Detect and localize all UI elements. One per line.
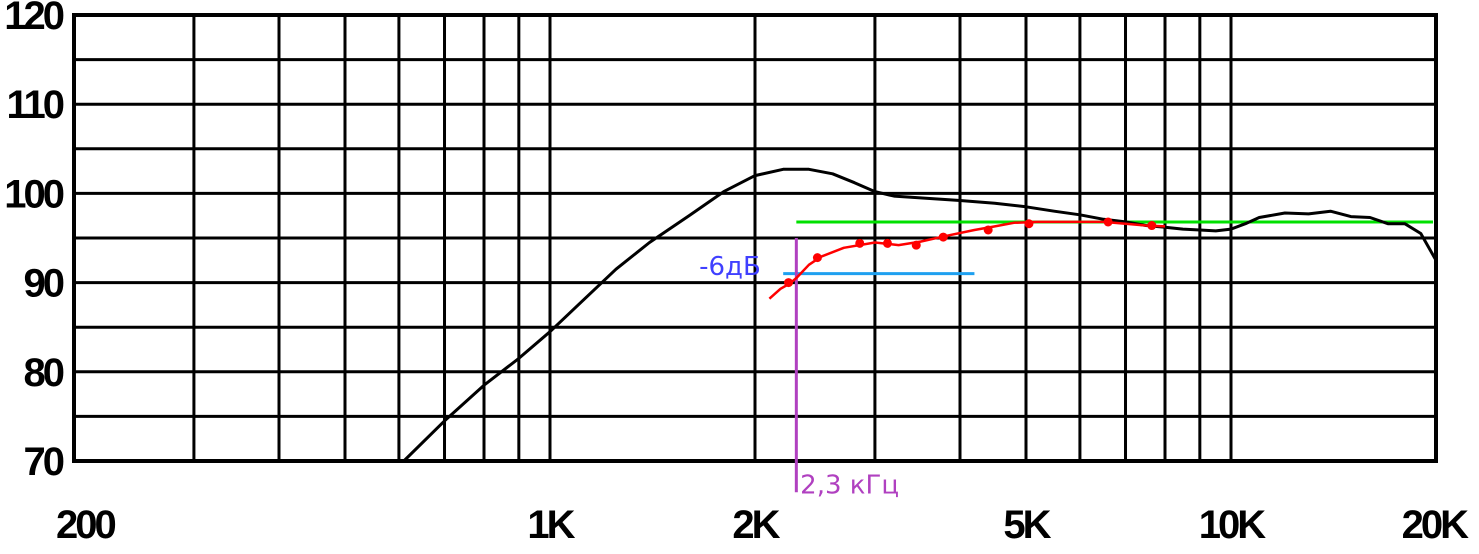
data-point [911, 240, 921, 250]
data-point [855, 238, 865, 248]
y-axis-tick-labels: 70 80 90 100 110 120 [4, 0, 67, 484]
y-tick-label: 80 [24, 351, 64, 395]
data-point [1103, 217, 1113, 227]
data-point [1024, 219, 1034, 229]
x-tick-label: 1K [527, 503, 575, 547]
data-point [938, 232, 948, 242]
x-tick-label: 5K [1003, 503, 1051, 547]
data-point [1147, 221, 1157, 231]
x-axis-tick-labels: 200 1K 2K 5K 10K 20K [56, 503, 1472, 547]
y-tick-label: 100 [4, 172, 63, 216]
grid [72, 13, 1438, 463]
data-point [983, 225, 993, 235]
y-tick-label: 110 [6, 83, 63, 127]
x-tick-label: 10K [1199, 503, 1266, 547]
y-tick-label: 90 [24, 262, 64, 306]
x-tick-label: 200 [56, 503, 115, 547]
annotations: -6дБ 2,3 кГц [699, 252, 899, 501]
data-point [882, 238, 892, 248]
series-line [768, 220, 1166, 300]
annotation-label: 2,3 кГц [800, 470, 899, 500]
series-layer [402, 167, 1438, 493]
x-tick-label: 2K [732, 503, 780, 547]
annotation-label: -6дБ [699, 252, 761, 282]
x-tick-label: 20K [1402, 503, 1469, 547]
y-tick-label: 70 [24, 440, 64, 484]
y-tick-label: 120 [4, 0, 63, 38]
plot-frame [72, 13, 1438, 463]
data-point [812, 253, 822, 263]
data-point [784, 278, 794, 288]
series-line [402, 167, 1438, 463]
